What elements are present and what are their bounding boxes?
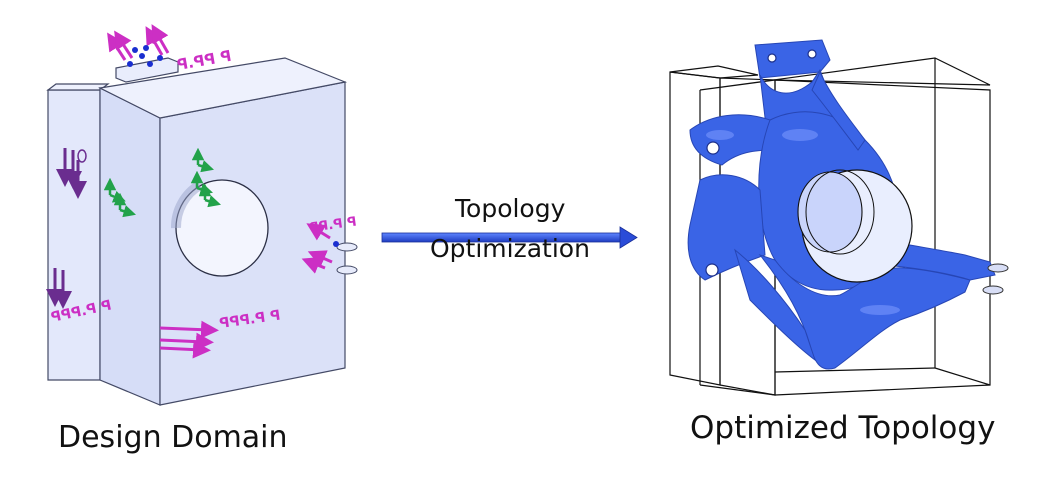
design-domain-caption: Design Domain <box>58 420 288 455</box>
left-constraint-arrows <box>46 148 87 309</box>
support-markers <box>103 147 221 218</box>
svg-text:ꟼꟼ.ꟼ ꟼ: ꟼꟼ.ꟼ ꟼ <box>308 214 357 235</box>
optimized-topology-model <box>669 39 1009 396</box>
design-domain-model: ꟼ.ꟼꟼ ꟼ ꟼꟼ.ꟼ <box>46 24 358 406</box>
optimized-topology-caption: Optimized Topology <box>690 410 996 446</box>
top-constraint-dots <box>127 45 163 67</box>
domain-front-face <box>99 87 161 406</box>
top-load-arrows <box>107 24 170 61</box>
domain-right-lug <box>336 265 358 275</box>
domain-step-top <box>46 83 110 91</box>
process-arrow-label-line2: Optimization <box>430 234 590 263</box>
bottom-load-arrows <box>159 320 219 359</box>
domain-top-tab <box>115 57 179 83</box>
process-arrow <box>381 226 638 249</box>
domain-step-face <box>47 89 101 381</box>
right-load-arrows <box>301 223 333 274</box>
domain-top-face <box>98 57 348 119</box>
process-arrow-label-line1: Topology <box>455 194 566 223</box>
